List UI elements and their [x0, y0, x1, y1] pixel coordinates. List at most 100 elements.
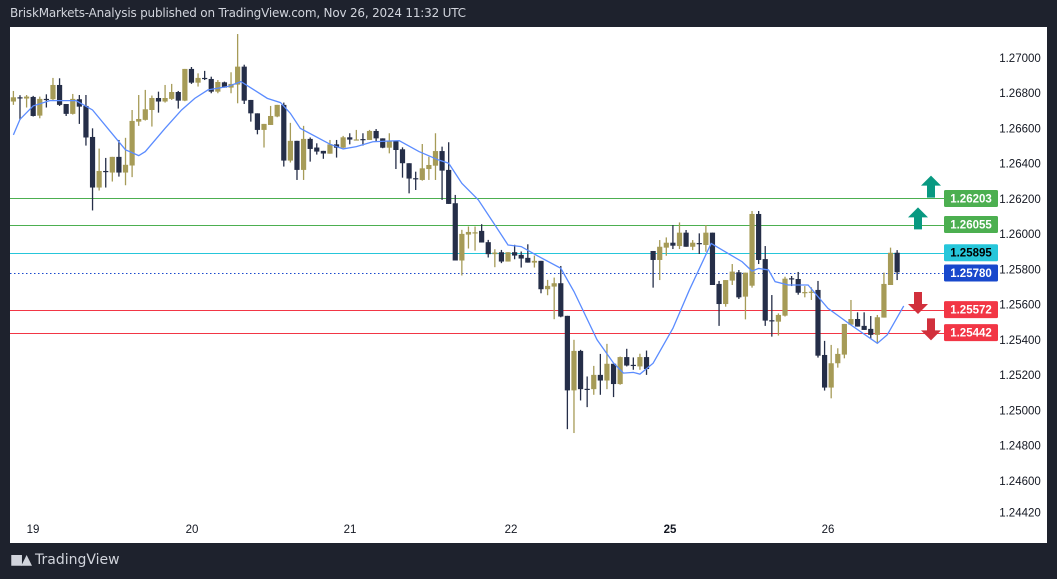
- candle-body: [874, 317, 880, 335]
- candle-body: [419, 168, 425, 180]
- candle: [386, 133, 392, 154]
- candle-body: [182, 68, 188, 101]
- candle: [393, 141, 399, 170]
- candle-body: [736, 272, 742, 298]
- candle-body: [512, 252, 518, 256]
- candle-body: [294, 140, 300, 170]
- moving-average: [12, 80, 905, 375]
- candle-body: [89, 136, 96, 188]
- candle: [347, 133, 353, 145]
- candle: [703, 225, 709, 252]
- candlestick-chart[interactable]: 1.27000 1.26800 1.26600 1.26400 1.26200 1.260…: [10, 27, 1047, 543]
- price-tick-label: 1.24420: [999, 508, 1041, 520]
- level-label-text: 1.25442: [950, 328, 992, 340]
- candle-body: [254, 113, 261, 130]
- price-axis[interactable]: 1.27000 1.26800 1.26600 1.26400 1.26200 1.260…: [999, 53, 1041, 520]
- candle-body: [37, 98, 43, 116]
- candle: [610, 363, 617, 398]
- candle: [663, 237, 669, 256]
- tradingview-logo-icon: ■▲: [10, 552, 32, 568]
- candle-body: [544, 285, 551, 290]
- candle: [426, 156, 432, 180]
- candle-body: [188, 68, 195, 83]
- candle-body: [17, 97, 23, 99]
- candle: [281, 102, 287, 167]
- time-tick-label: 19: [27, 524, 40, 536]
- candle-body: [63, 103, 69, 114]
- candle-body: [195, 77, 201, 83]
- level-label-text: 1.26203: [950, 193, 992, 205]
- tradingview-logo[interactable]: ■▲ TradingView: [10, 552, 120, 568]
- candle-body: [202, 77, 208, 80]
- candle-body: [848, 319, 854, 325]
- candle: [861, 312, 867, 330]
- candle: [202, 70, 208, 81]
- price-tick-label: 1.26600: [999, 123, 1041, 135]
- candle: [769, 295, 775, 337]
- candle-body: [518, 254, 524, 259]
- candle: [465, 226, 472, 249]
- candle: [294, 140, 300, 180]
- candle-body: [373, 130, 379, 139]
- candle-body: [129, 120, 135, 166]
- time-axis[interactable]: 19 20 21 22 25 26: [27, 524, 835, 536]
- candle-body: [676, 232, 683, 247]
- level-label-box: [944, 189, 998, 207]
- candle-body: [314, 147, 320, 152]
- level-lines: [10, 198, 944, 334]
- candle-body: [109, 156, 115, 173]
- candle: [83, 95, 89, 146]
- candle-body: [624, 357, 630, 366]
- candle-body: [584, 388, 590, 391]
- candle: [670, 225, 676, 250]
- candle: [716, 280, 722, 326]
- level-price-label: 1.25442: [944, 324, 998, 342]
- candle: [690, 240, 696, 251]
- price-tick-label: 1.26200: [999, 194, 1041, 206]
- candle: [597, 353, 603, 395]
- logo-text: TradingView: [35, 552, 120, 568]
- candle-body: [103, 170, 109, 173]
- candle: [558, 265, 564, 318]
- candle: [485, 239, 491, 258]
- candle: [103, 157, 109, 188]
- chart-panel[interactable]: 1.27000 1.26800 1.26600 1.26400 1.26200 1.260…: [10, 27, 1047, 543]
- candle-body: [492, 252, 498, 255]
- candle: [116, 139, 122, 177]
- candle: [149, 95, 155, 127]
- candle-body: [353, 139, 359, 141]
- candle: [76, 95, 82, 124]
- candle: [235, 34, 241, 104]
- candle: [657, 240, 663, 281]
- candle: [577, 349, 584, 401]
- candle-body: [116, 156, 122, 173]
- candle: [498, 249, 505, 264]
- level-label-box: [944, 216, 998, 234]
- candle-body: [841, 323, 847, 355]
- candle-body: [762, 259, 768, 321]
- candle: [643, 350, 650, 375]
- arrow-up-icon: [908, 207, 928, 230]
- candle: [571, 339, 577, 434]
- candle: [70, 93, 76, 115]
- level-price-label: 1.25572: [944, 301, 998, 319]
- candle: [182, 68, 188, 102]
- candle-body: [604, 363, 610, 381]
- candle-body: [485, 242, 491, 255]
- candle-body: [663, 242, 669, 248]
- candle: [10, 90, 16, 105]
- candle-body: [597, 374, 603, 381]
- candle: [122, 137, 129, 186]
- candle: [23, 95, 30, 108]
- candle: [413, 171, 419, 191]
- candle-body: [327, 144, 333, 154]
- candle-body: [571, 350, 577, 391]
- level-price-label: 1.26203: [944, 189, 998, 207]
- candle: [307, 137, 313, 162]
- candle: [228, 72, 234, 94]
- candle-body: [703, 232, 709, 245]
- arrow-down-icon: [921, 318, 941, 341]
- candle-body: [300, 138, 307, 170]
- candle: [188, 66, 195, 84]
- price-tick-label: 1.25000: [999, 405, 1041, 417]
